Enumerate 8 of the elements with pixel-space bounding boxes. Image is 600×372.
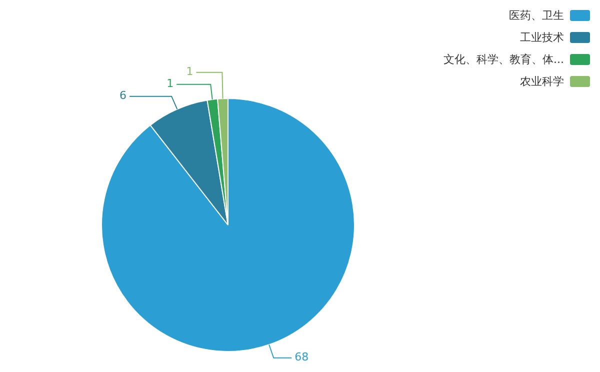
- legend-label: 农业科学: [520, 74, 564, 88]
- legend-label: 工业技术: [520, 30, 564, 44]
- data-label: 1: [166, 77, 174, 90]
- data-label: 1: [186, 65, 194, 78]
- data-label: 68: [294, 350, 309, 364]
- legend-label: 文化、科学、教育、体...: [444, 52, 564, 66]
- legend-label: 医药、卫生: [509, 8, 564, 22]
- data-label: 6: [120, 89, 127, 102]
